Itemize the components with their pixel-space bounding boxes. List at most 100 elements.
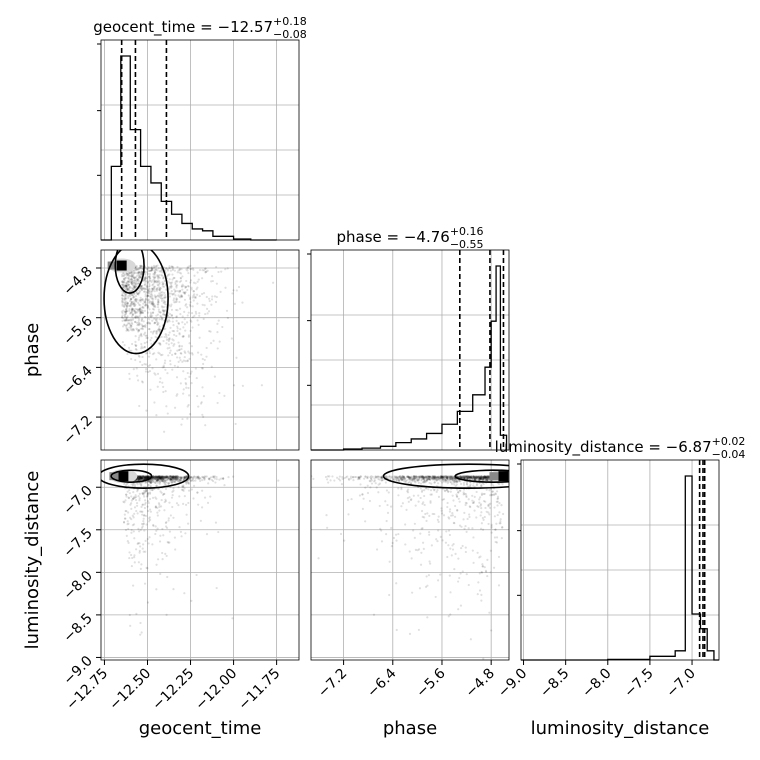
scatter-point bbox=[156, 277, 160, 280]
scatter-point bbox=[190, 382, 193, 385]
scatter-point bbox=[156, 476, 159, 479]
scatter-point bbox=[142, 279, 145, 282]
scatter-point bbox=[156, 280, 160, 283]
scatter-point bbox=[138, 475, 141, 478]
scatter-point bbox=[232, 289, 235, 292]
scatter-point bbox=[415, 475, 418, 478]
scatter-point bbox=[160, 476, 163, 479]
scatter-point bbox=[150, 313, 153, 316]
scatter-point bbox=[171, 267, 175, 270]
scatter-point bbox=[192, 479, 195, 482]
scatter-point bbox=[139, 476, 142, 479]
scatter-point bbox=[450, 476, 453, 479]
scatter-point bbox=[481, 563, 484, 566]
scatter-point bbox=[134, 312, 137, 315]
scatter-point bbox=[187, 481, 190, 484]
scatter-point bbox=[134, 282, 138, 286]
scatter-point bbox=[151, 267, 154, 270]
scatter-point bbox=[137, 268, 140, 271]
scatter-point bbox=[157, 477, 160, 481]
scatter-point bbox=[158, 475, 162, 478]
scatter-point bbox=[476, 478, 479, 481]
scatter-point bbox=[180, 352, 183, 355]
scatter-point bbox=[158, 325, 161, 328]
scatter-point bbox=[357, 476, 361, 479]
scatter-point bbox=[451, 476, 454, 479]
scatter-point bbox=[148, 517, 151, 520]
scatter-point bbox=[142, 478, 145, 481]
scatter-point bbox=[413, 477, 416, 480]
scatter-point bbox=[479, 496, 482, 499]
scatter-point bbox=[138, 308, 141, 312]
scatter-point bbox=[162, 301, 165, 304]
scatter-point bbox=[144, 476, 147, 479]
scatter-point bbox=[141, 475, 145, 478]
scatter-point bbox=[133, 310, 136, 313]
scatter-point bbox=[493, 536, 497, 539]
scatter-point bbox=[188, 303, 191, 306]
scatter-point bbox=[130, 310, 134, 313]
scatter-point bbox=[343, 476, 346, 480]
y-tick-label: −4.8 bbox=[60, 264, 95, 299]
scatter-point bbox=[137, 527, 140, 530]
scatter-point bbox=[202, 292, 206, 295]
scatter-point bbox=[162, 476, 166, 479]
scatter-point bbox=[133, 286, 136, 289]
scatter-point bbox=[400, 476, 403, 479]
scatter-point bbox=[474, 475, 477, 478]
scatter-point bbox=[404, 479, 407, 482]
scatter-point bbox=[152, 477, 155, 481]
scatter-point bbox=[155, 529, 158, 532]
scatter-point bbox=[179, 351, 182, 355]
scatter-point bbox=[188, 412, 192, 416]
scatter-point bbox=[466, 477, 469, 481]
scatter-point bbox=[190, 475, 193, 479]
scatter-point bbox=[138, 276, 141, 279]
scatter-point bbox=[156, 298, 160, 301]
scatter-point bbox=[487, 504, 490, 507]
scatter-point bbox=[195, 288, 198, 291]
scatter-point bbox=[454, 504, 457, 508]
scatter-point bbox=[414, 481, 417, 484]
scatter-point bbox=[135, 265, 138, 268]
scatter-point bbox=[127, 496, 130, 499]
scatter-point bbox=[128, 312, 132, 315]
scatter-point bbox=[163, 509, 166, 512]
scatter-point bbox=[146, 537, 149, 541]
scatter-point bbox=[143, 475, 146, 479]
scatter-point bbox=[120, 310, 124, 313]
scatter-point bbox=[219, 290, 222, 293]
scatter-point bbox=[138, 266, 141, 269]
scatter-point bbox=[456, 480, 459, 483]
scatter-point bbox=[476, 551, 479, 554]
scatter-point bbox=[186, 267, 189, 270]
scatter-point bbox=[159, 287, 162, 290]
x-tick-label: −11.75 bbox=[235, 666, 283, 714]
scatter-point bbox=[183, 310, 186, 313]
scatter-point bbox=[146, 306, 149, 309]
scatter-point bbox=[161, 478, 164, 481]
scatter-point bbox=[195, 376, 198, 380]
scatter-point bbox=[177, 477, 180, 480]
scatter-point bbox=[125, 271, 128, 275]
scatter-point bbox=[490, 525, 493, 528]
scatter-point bbox=[176, 365, 179, 368]
scatter-point bbox=[428, 514, 431, 517]
scatter-point bbox=[482, 475, 486, 478]
scatter-point bbox=[350, 497, 353, 501]
scatter-point bbox=[152, 264, 156, 268]
scatter-point bbox=[480, 522, 483, 525]
scatter-point bbox=[395, 478, 398, 482]
scatter-point bbox=[154, 281, 157, 284]
scatter-point bbox=[187, 285, 190, 288]
scatter-point bbox=[139, 360, 142, 363]
scatter-point bbox=[184, 304, 187, 307]
scatter-point bbox=[175, 476, 178, 479]
scatter-point bbox=[439, 476, 443, 479]
scatter-point bbox=[128, 294, 131, 297]
scatter-point bbox=[159, 270, 162, 273]
scatter-point bbox=[433, 488, 436, 491]
scatter-point bbox=[404, 543, 407, 546]
scatter-point bbox=[169, 514, 172, 517]
